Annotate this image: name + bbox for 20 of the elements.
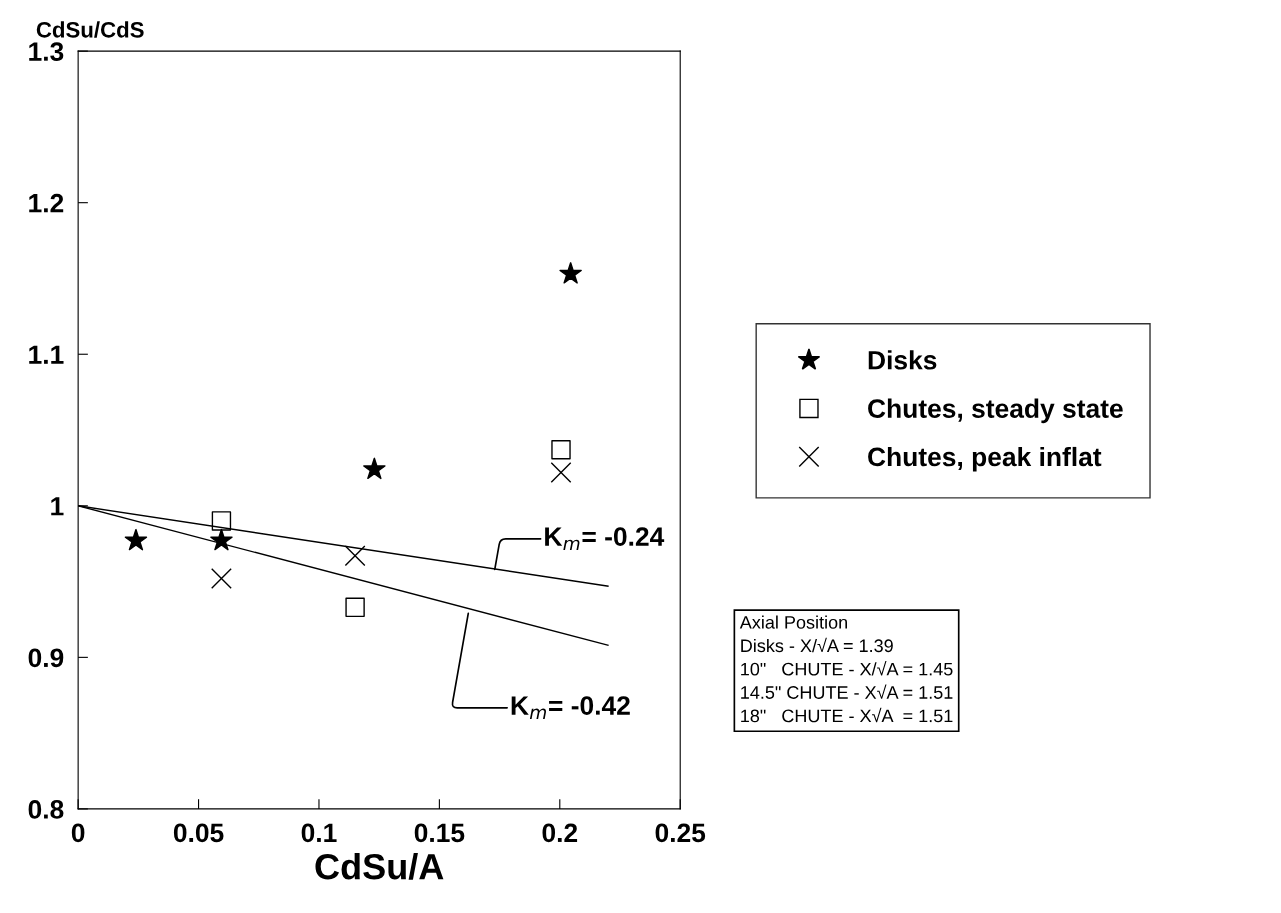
- text: Axial Position Disks - X/√A = 1.39 10" CHUTE - X/√A = 1.45 14.5" CHUTE - X√A = 1.51 18" CHUTE - X√A = 1.51: [739, 615, 953, 723]
- y-tick-label: 1.2: [29, 193, 64, 213]
- legend-label: Chutes, peak inflat: [868, 446, 1102, 472]
- x-axis-title: CdSu/A: [315, 852, 444, 880]
- x-tick-label: 0: [71, 823, 85, 843]
- x-tick-label: 0.1: [301, 823, 337, 843]
- annotation: K$_{m}$= -0.24: [545, 527, 665, 551]
- legend-label: Chutes, steady state: [868, 398, 1123, 424]
- y-tick-label: 0.8: [28, 800, 64, 819]
- x-tick-label: 0.2: [542, 823, 578, 843]
- y-tick-label: 0.9: [28, 648, 64, 668]
- y-tick-label: 1: [51, 497, 64, 516]
- legend-label: Disks: [868, 350, 937, 370]
- y-axis-title: CdSu/CdS: [36, 21, 144, 38]
- annotation: K$_{m}$= -0.42: [511, 696, 630, 719]
- x-tick-label: 0.25: [655, 823, 706, 843]
- y-tick-label: 1.1: [29, 345, 64, 364]
- x-tick-label: 0.05: [173, 823, 224, 843]
- x-tick-label: 0.15: [414, 823, 465, 843]
- y-tick-label: 1.3: [29, 42, 64, 61]
